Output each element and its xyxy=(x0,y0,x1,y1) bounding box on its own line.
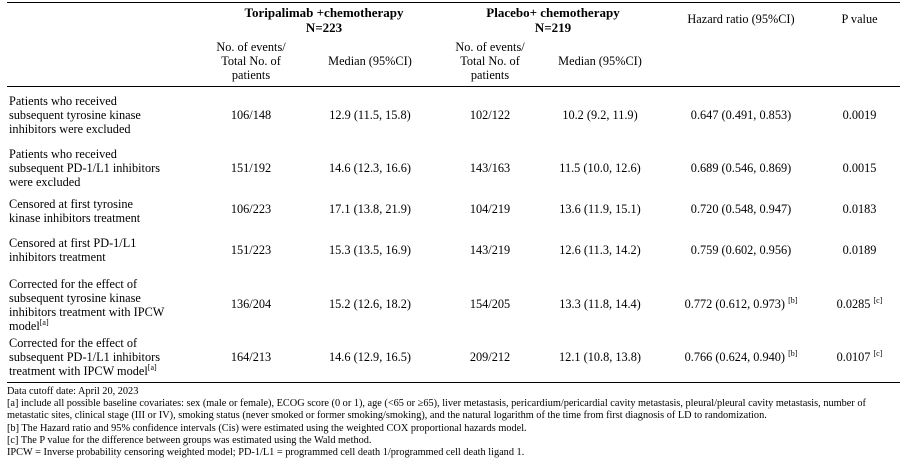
row-label: Corrected for the effect of subsequent ty… xyxy=(9,276,165,333)
row-label: Patients who received subsequent PD-1/L1 … xyxy=(9,146,160,189)
t-events-cell: 164/213 xyxy=(205,332,297,383)
note-abbr: IPCW = Inverse probability censoring wei… xyxy=(7,447,525,459)
group2-title: Placebo+ chemotherapy xyxy=(486,4,620,20)
row-label: Censored at first PD-1/L1 inhibitors trea… xyxy=(9,235,137,264)
t-events-cell: 151/192 xyxy=(230,160,272,175)
p-median-cell: 12.6 (11.3, 14.2) xyxy=(559,242,641,257)
header-blank-2 xyxy=(7,36,205,87)
t-median-header: Median (95%CI) xyxy=(297,36,443,87)
p-value-cell: 0.0107 [c] xyxy=(819,332,901,383)
table-row: Patients who received subsequent PD-1/L1 … xyxy=(7,143,900,193)
p-median-cell: 13.6 (11.9, 15.1) xyxy=(559,201,641,216)
row-label: Censored at first tyrosine kinase inhibit… xyxy=(9,196,141,225)
p-events-cell: 143/163 xyxy=(469,160,511,175)
results-table: Toripalimab +chemotherapy N=223 Placebo+… xyxy=(7,2,901,383)
group1-header: Toripalimab +chemotherapy N=223 xyxy=(205,2,443,37)
p-events-cell: 154/205 xyxy=(469,296,511,311)
note-c: [c] The P value for the difference betwe… xyxy=(7,434,372,446)
p-median-header: Median (95%CI) xyxy=(537,36,664,87)
t-events-cell: 136/204 xyxy=(230,296,272,311)
p-events-cell: 102/122 xyxy=(469,107,511,122)
note-cutoff: Data cutoff date: April 20, 2023 xyxy=(7,386,139,397)
table-row: Corrected for the effect of subsequent ty… xyxy=(7,275,900,333)
p-events-cell: 209/212 xyxy=(443,332,537,383)
group1-title: Toripalimab +chemotherapy xyxy=(244,4,404,20)
p-value-cell: 0.0019 xyxy=(842,107,877,122)
table-notes: Data cutoff date: April 20, 2023 [a] inc… xyxy=(7,386,902,459)
t-median-cell: 14.6 (12.3, 16.6) xyxy=(329,160,411,175)
group2-n: N=219 xyxy=(534,19,572,35)
t-events-cell: 106/223 xyxy=(230,201,272,216)
t-median-cell: 15.2 (12.6, 18.2) xyxy=(329,296,411,311)
table-body: Patients who received subsequent tyrosine… xyxy=(7,87,901,383)
p-median-cell: 12.1 (10.8, 13.8) xyxy=(537,332,664,383)
t-events-cell: 106/148 xyxy=(230,107,272,122)
hr-cell: 0.720 (0.548, 0.947) xyxy=(690,201,792,216)
p-median-cell: 13.3 (11.8, 14.4) xyxy=(559,296,641,311)
row-label: Patients who received subsequent tyrosine… xyxy=(9,93,141,136)
hr-header: Hazard ratio (95%CI) xyxy=(663,2,820,37)
table-row: Patients who received subsequent tyrosine… xyxy=(7,87,900,143)
table-row: Corrected for the effect of subsequent PD… xyxy=(7,332,901,383)
t-median-cell: 12.9 (11.5, 15.8) xyxy=(329,107,411,122)
header-blank-3 xyxy=(663,36,820,87)
t-median-cell: 14.6 (12.9, 16.5) xyxy=(297,332,443,383)
t-events-cell: 151/223 xyxy=(230,242,272,257)
hr-cell: 0.647 (0.491, 0.853) xyxy=(690,107,792,122)
hr-cell: 0.772 (0.612, 0.973) [b] xyxy=(684,295,798,311)
group1-n: N=223 xyxy=(305,19,343,35)
p-events-cell: 143/219 xyxy=(469,242,511,257)
header-blank-4 xyxy=(819,36,901,87)
note-a: [a] include all possible baseline covari… xyxy=(7,398,866,422)
t-events-header: No. of events/ Total No. of patients xyxy=(205,36,297,87)
p-header: P value xyxy=(819,2,901,37)
p-events-header: No. of events/ Total No. of patients xyxy=(443,36,537,87)
p-value-cell: 0.0189 xyxy=(842,242,877,257)
p-events-cell: 104/219 xyxy=(469,201,511,216)
p-value-cell: 0.0015 xyxy=(842,160,877,175)
table-row: Censored at first tyrosine kinase inhibit… xyxy=(7,193,900,225)
row-label: Corrected for the effect of subsequent PD… xyxy=(7,332,205,383)
header-blank xyxy=(7,2,205,37)
table-row: Censored at first PD-1/L1 inhibitors trea… xyxy=(7,225,900,275)
group2-header: Placebo+ chemotherapy N=219 xyxy=(443,2,664,37)
t-median-cell: 15.3 (13.5, 16.9) xyxy=(329,242,411,257)
t-median-cell: 17.1 (13.8, 21.9) xyxy=(329,201,411,216)
hr-cell: 0.766 (0.624, 0.940) [b] xyxy=(663,332,820,383)
note-b: [b] The Hazard ratio and 95% confidence … xyxy=(7,422,527,434)
p-value-cell: 0.0285 [c] xyxy=(836,295,883,311)
p-median-cell: 10.2 (9.2, 11.9) xyxy=(562,107,638,122)
p-value-cell: 0.0183 xyxy=(842,201,877,216)
hr-cell: 0.689 (0.546, 0.869) xyxy=(690,160,792,175)
p-median-cell: 11.5 (10.0, 12.6) xyxy=(559,160,641,175)
hr-cell: 0.759 (0.602, 0.956) xyxy=(690,242,792,257)
